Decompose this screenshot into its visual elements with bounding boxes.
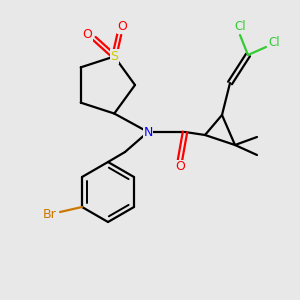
Text: N: N — [143, 125, 153, 139]
Text: O: O — [175, 160, 185, 173]
Text: O: O — [82, 28, 92, 41]
Text: Cl: Cl — [234, 20, 246, 34]
Text: S: S — [110, 50, 118, 63]
Text: Br: Br — [43, 208, 57, 220]
Text: O: O — [117, 20, 127, 33]
Text: Cl: Cl — [268, 37, 280, 50]
